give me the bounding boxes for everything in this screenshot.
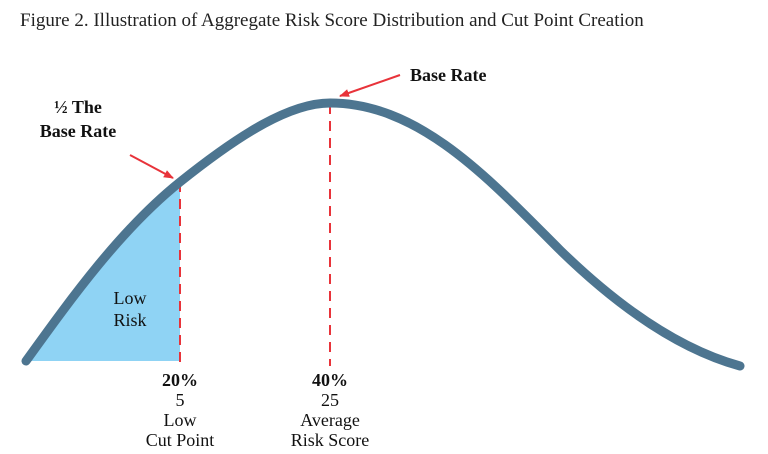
low-cut-point-label-line1: Low bbox=[164, 410, 197, 430]
average-risk-label-line1: Average bbox=[300, 410, 360, 430]
average-risk-label-line2: Risk Score bbox=[291, 430, 370, 450]
low-risk-area bbox=[26, 182, 180, 361]
half-base-rate-label-line1: ½ The bbox=[54, 97, 102, 117]
low-cut-point-score: 5 bbox=[176, 390, 185, 410]
low-cut-point-label-line2: Cut Point bbox=[146, 430, 215, 450]
low-risk-label-line1: Low bbox=[114, 288, 147, 308]
base-rate-arrow bbox=[339, 74, 401, 97]
low-risk-label-line2: Risk bbox=[113, 310, 146, 330]
distribution-curve bbox=[21, 98, 745, 371]
average-risk-percent: 40% bbox=[312, 370, 348, 390]
base-rate-label: Base Rate bbox=[410, 65, 486, 85]
half-base-rate-label-line2: Base Rate bbox=[40, 121, 116, 141]
low-cut-point-percent: 20% bbox=[162, 370, 198, 390]
half-base-rate-arrow bbox=[129, 154, 174, 179]
average-risk-score: 25 bbox=[321, 390, 339, 410]
figure-title: Figure 2. Illustration of Aggregate Risk… bbox=[20, 10, 644, 31]
